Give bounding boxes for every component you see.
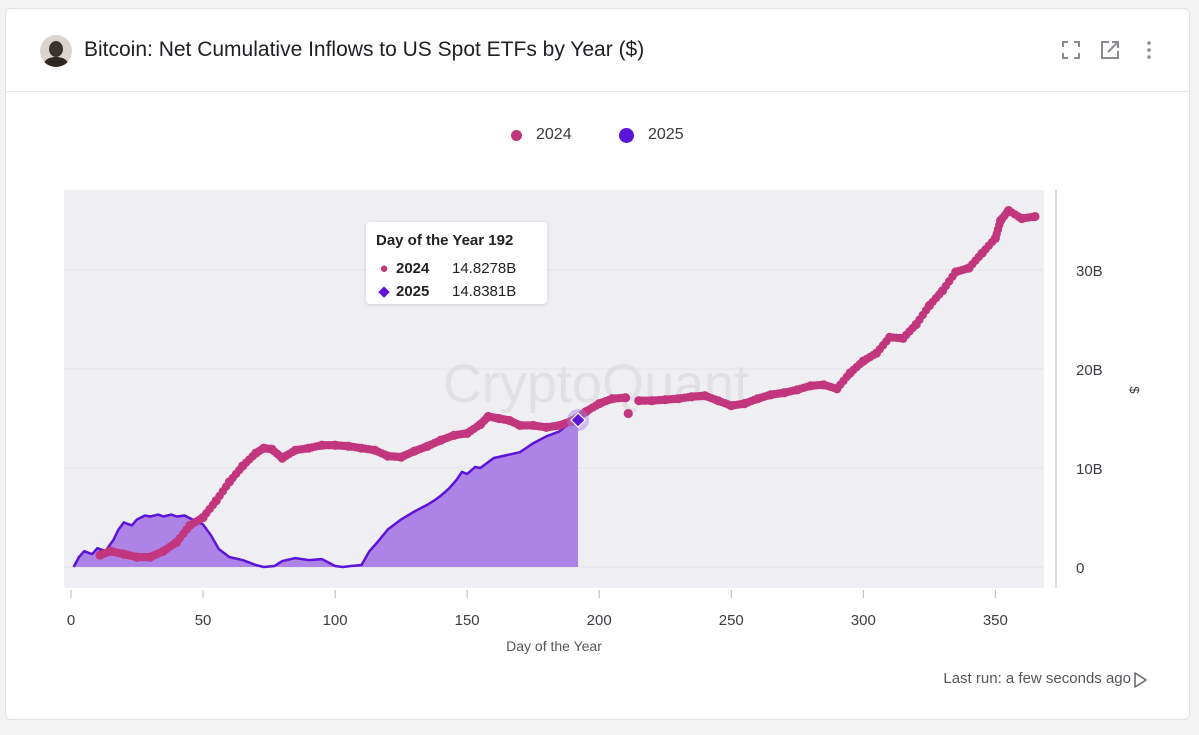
x-tick-label: 200	[587, 612, 612, 629]
card-header: Bitcoin: Net Cumulative Inflows to US Sp…	[6, 9, 1189, 92]
x-tick-label: 150	[455, 612, 480, 629]
legend-label-2025: 2025	[648, 126, 684, 143]
legend-item-2024[interactable]: 2024	[511, 126, 572, 144]
legend-marker-2024	[511, 129, 522, 141]
tooltip-name-2024: 2024	[396, 260, 430, 277]
tooltip-value-2024: 14.8278B	[452, 260, 517, 277]
legend-label-2024: 2024	[536, 126, 572, 143]
y-tick-label: 10B	[1076, 461, 1103, 478]
y-tick-label: 20B	[1076, 362, 1103, 379]
x-tick-label: 0	[67, 612, 75, 629]
tooltip-row-2025: ◆ 2025 14.8381B	[376, 282, 517, 301]
series-2025-line	[72, 419, 579, 569]
series-2024-point	[621, 393, 631, 403]
series-2024-point	[1030, 211, 1040, 222]
open-external-icon[interactable]	[1099, 39, 1121, 61]
fullscreen-icon[interactable]	[1060, 39, 1082, 61]
tooltip-row-2024: ● 2024 14.8278B	[376, 260, 516, 277]
x-tick-label: 50	[195, 612, 212, 629]
tooltip-name-2025: 2025	[396, 282, 430, 300]
legend-item-2025[interactable]: 2025	[619, 126, 684, 144]
series-2024-point	[623, 408, 633, 419]
series-2025-area	[73, 420, 579, 567]
hover-marker-2025	[570, 412, 586, 429]
tooltip-marker-2025: ◆	[378, 283, 390, 300]
legend-marker-2025	[619, 127, 634, 143]
play-icon[interactable]	[1130, 670, 1150, 690]
avatar[interactable]	[40, 35, 72, 67]
tooltip-value-2025: 14.8381B	[452, 282, 517, 300]
last-run-status: Last run: a few seconds ago	[943, 670, 1131, 687]
x-tick-label: 100	[323, 612, 348, 629]
chart-legend: 2024 2025	[0, 126, 1199, 150]
chart-tooltip: Day of the Year 192 ● 2024 14.8278B ◆ 20…	[366, 222, 547, 304]
y-tick-label: 30B	[1076, 263, 1103, 280]
y-axis-label: $	[1127, 386, 1142, 394]
x-tick-label: 350	[983, 612, 1008, 629]
y-tick-label: 0	[1076, 560, 1084, 577]
x-tick-label: 250	[719, 612, 744, 629]
x-axis-label: Day of the Year	[506, 638, 602, 654]
x-tick-label: 300	[851, 612, 876, 629]
tooltip-title: Day of the Year 192	[376, 232, 514, 249]
chart-title: Bitcoin: Net Cumulative Inflows to US Sp…	[84, 38, 645, 61]
more-vertical-icon[interactable]	[1138, 39, 1160, 61]
tooltip-marker-2024: ●	[379, 260, 389, 277]
series-2024-markers	[95, 206, 1040, 562]
